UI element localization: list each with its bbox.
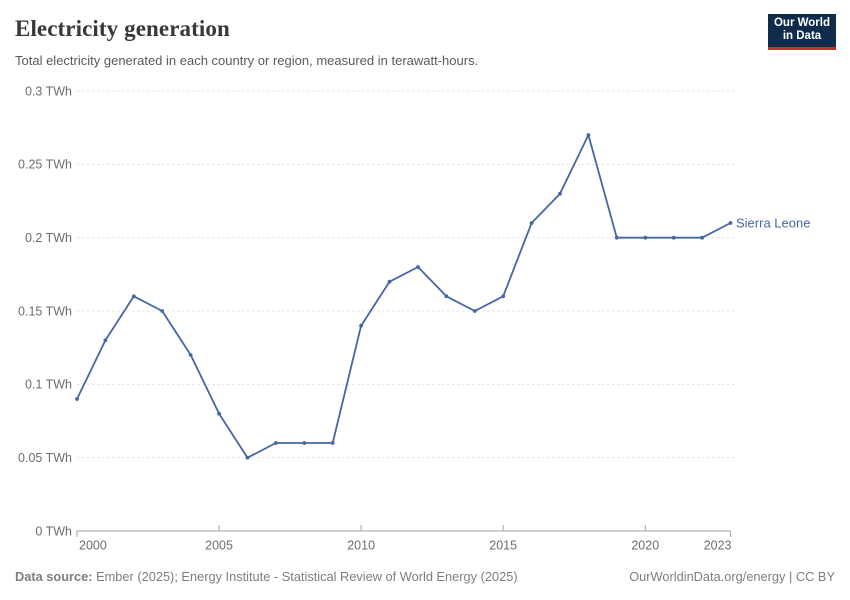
x-tick-label: 2010 [347, 539, 375, 553]
owid-logo-line1: Our World [773, 17, 830, 29]
y-tick-label: 0.2 TWh [25, 231, 72, 245]
data-point[interactable] [558, 191, 562, 196]
data-point[interactable] [160, 309, 165, 313]
data-point[interactable] [103, 338, 108, 343]
data-point[interactable] [529, 221, 534, 225]
y-tick-label: 0.3 TWh [25, 84, 72, 98]
data-point[interactable] [614, 235, 619, 240]
page-title: Electricity generation [15, 16, 230, 41]
data-point[interactable] [359, 323, 363, 328]
x-tick-label: 2000 [79, 539, 107, 553]
data-point[interactable] [274, 441, 278, 445]
data-point[interactable] [131, 294, 136, 299]
chart-subtitle: Total electricity generated in each coun… [15, 53, 479, 68]
data-point[interactable] [302, 441, 307, 445]
owid-logo-line2: in Data [782, 30, 822, 42]
data-point[interactable] [643, 235, 648, 240]
y-tick-label: 0.1 TWh [25, 378, 72, 392]
owid-logo[interactable]: Our World in Data [768, 14, 836, 50]
series-line[interactable] [76, 134, 732, 459]
data-point[interactable] [728, 221, 733, 225]
y-tick-label: 0 TWh [35, 524, 72, 538]
y-tick-label: 0.05 TWh [18, 451, 72, 465]
y-tick-label: 0.15 TWh [18, 304, 72, 318]
data-source: Data source: Ember (2025); Energy Instit… [15, 569, 518, 584]
data-point[interactable] [700, 235, 704, 240]
data-point[interactable] [472, 309, 477, 313]
data-point[interactable] [245, 455, 250, 460]
footer-credit-link[interactable]: OurWorldinData.org/energy | CC BY [629, 569, 835, 584]
x-tick-label: 2015 [489, 539, 517, 553]
data-point[interactable] [188, 353, 193, 357]
x-tick-label: 2023 [704, 539, 732, 553]
line-chart: 0 TWh 0.05 TWh 0.1 TWh 0.15 TWh 0.2 TWh 0.25 … [18, 84, 810, 553]
data-point[interactable] [586, 133, 591, 137]
data-point[interactable] [217, 411, 222, 416]
data-point[interactable] [444, 294, 449, 299]
data-source-label: Data source: [15, 569, 93, 584]
data-point[interactable] [416, 265, 420, 269]
series-label: Sierra Leone [736, 216, 810, 231]
data-point[interactable] [387, 279, 392, 284]
data-source-text: Ember (2025); Energy Institute - Statist… [92, 569, 518, 584]
x-tick-label: 2020 [631, 539, 659, 553]
data-point[interactable] [330, 441, 335, 445]
y-tick-label: 0.25 TWh [18, 158, 72, 172]
data-point[interactable] [671, 235, 676, 240]
data-point[interactable] [501, 294, 506, 299]
data-point[interactable] [75, 397, 79, 401]
x-tick-label: 2005 [205, 539, 233, 553]
